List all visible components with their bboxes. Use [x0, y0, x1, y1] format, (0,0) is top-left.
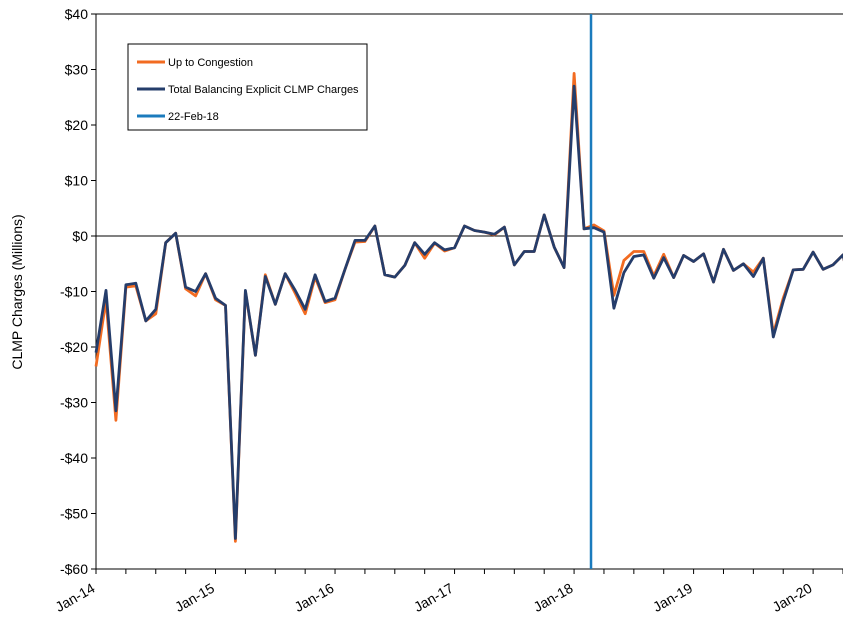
- y-tick-label: -$40: [60, 450, 88, 466]
- y-tick-label: -$20: [60, 339, 88, 355]
- x-tick-label: Jan-14: [52, 580, 97, 615]
- y-axis-title: CLMP Charges (Millions): [9, 214, 25, 369]
- x-tick-label: Jan-16: [291, 580, 336, 615]
- x-tick-label: Jan-19: [650, 580, 695, 615]
- y-tick-label: -$10: [60, 284, 88, 300]
- x-tick-label: Jan-17: [411, 580, 456, 615]
- y-tick-label: $30: [65, 62, 89, 78]
- legend-box: [127, 43, 368, 131]
- x-tick-label: Jan-20: [770, 580, 815, 615]
- series-line-up-to-congestion: [94, 72, 843, 543]
- y-tick-label: -$60: [60, 561, 88, 577]
- legend-label-vline: 22-Feb-18: [168, 111, 219, 123]
- series-line-total-balancing: [94, 84, 843, 540]
- y-tick-label: -$50: [60, 506, 88, 522]
- y-tick-label: -$30: [60, 395, 88, 411]
- chart-series: [94, 14, 843, 569]
- x-tick-label: Jan-18: [531, 580, 576, 615]
- y-tick-label: $40: [65, 6, 89, 22]
- y-tick-label: $20: [65, 117, 89, 133]
- x-tick-label: Jan-15: [172, 580, 217, 615]
- legend-label-up-to-congestion: Up to Congestion: [168, 57, 253, 69]
- legend-label-total-balancing: Total Balancing Explicit CLMP Charges: [168, 84, 359, 96]
- y-tick-label: $10: [65, 173, 89, 189]
- y-tick-label: $0: [72, 228, 88, 244]
- chart-legend: Up to Congestion Total Balancing Explici…: [127, 43, 368, 131]
